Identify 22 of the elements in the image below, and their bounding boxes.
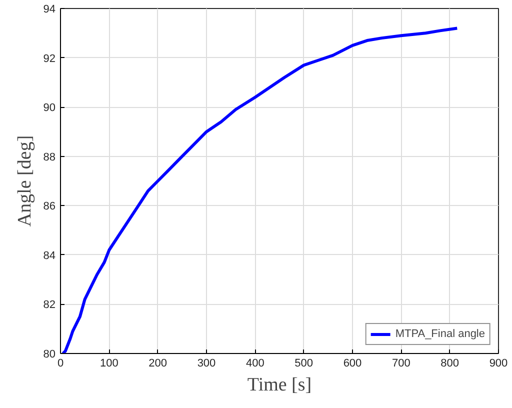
x-tick-label: 500 xyxy=(294,358,314,370)
y-tick-label: 80 xyxy=(43,348,56,360)
x-tick-label: 900 xyxy=(489,358,508,370)
y-tick-label: 90 xyxy=(43,102,56,114)
y-tick-label: 82 xyxy=(43,299,56,312)
x-tick-label: 0 xyxy=(57,358,64,370)
x-tick-label: 300 xyxy=(197,358,216,370)
y-tick-label: 92 xyxy=(43,52,56,65)
x-tick-label: 400 xyxy=(246,358,264,370)
x-tick-label: 100 xyxy=(100,358,118,370)
y-tick-label: 94 xyxy=(43,4,56,16)
legend-label: MTPA_Final angle xyxy=(395,328,485,340)
y-tick-label: 88 xyxy=(43,151,56,164)
x-tick-label: 700 xyxy=(392,358,410,370)
x-tick-label: 200 xyxy=(148,358,168,370)
y-tick-label: 84 xyxy=(43,250,56,262)
x-tick-label: 800 xyxy=(440,358,460,370)
y-axis-title: Angle [deg] xyxy=(14,135,36,227)
line-series xyxy=(61,26,459,354)
x-axis-title: Time [s] xyxy=(247,374,312,396)
x-tick-label: 600 xyxy=(343,358,362,370)
y-tick-label: 86 xyxy=(43,200,56,213)
